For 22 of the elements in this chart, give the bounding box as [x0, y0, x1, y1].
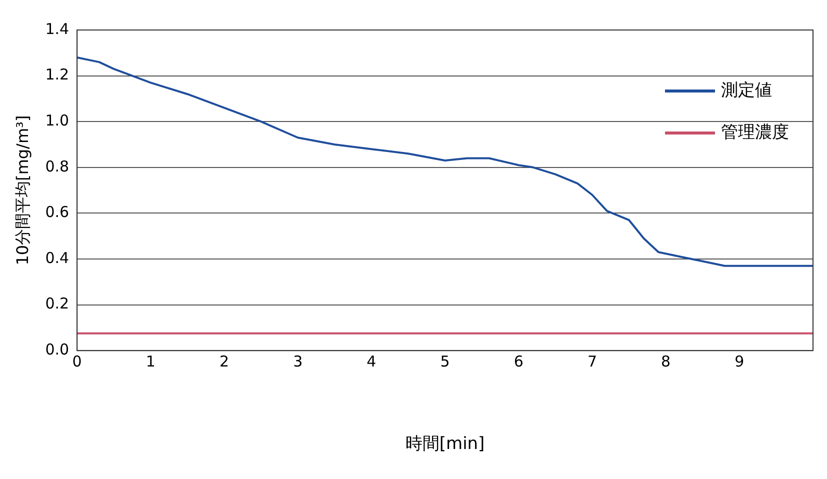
- x-tick-label: 7: [587, 352, 597, 370]
- y-tick-label: 0.4: [45, 248, 70, 267]
- x-tick-label: 0: [72, 352, 82, 370]
- y-tick-label: 0.0: [45, 340, 70, 358]
- x-tick-label: 5: [440, 352, 450, 370]
- x-tick-label: 2: [219, 352, 230, 370]
- y-tick-label: 0.2: [45, 294, 70, 313]
- legend-label: 測定値: [721, 80, 772, 100]
- y-tick-label: 1.4: [45, 20, 70, 38]
- x-axis-title: 時間[min]: [405, 434, 485, 454]
- legend-label: 管理濃度: [721, 122, 789, 142]
- y-tick-label: 0.6: [45, 203, 70, 222]
- x-tick-label: 6: [514, 352, 524, 370]
- x-tick-label: 3: [293, 352, 303, 370]
- y-tick-label: 1.0: [45, 111, 70, 130]
- x-tick-label: 9: [734, 352, 744, 370]
- x-tick-label: 4: [366, 352, 376, 370]
- y-tick-label: 0.8: [45, 157, 70, 176]
- x-tick-label: 1: [146, 352, 156, 370]
- x-tick-label: 8: [661, 352, 671, 370]
- y-axis-title: 10分間平均[mg/m³]: [12, 115, 32, 266]
- y-tick-label: 1.2: [45, 66, 70, 84]
